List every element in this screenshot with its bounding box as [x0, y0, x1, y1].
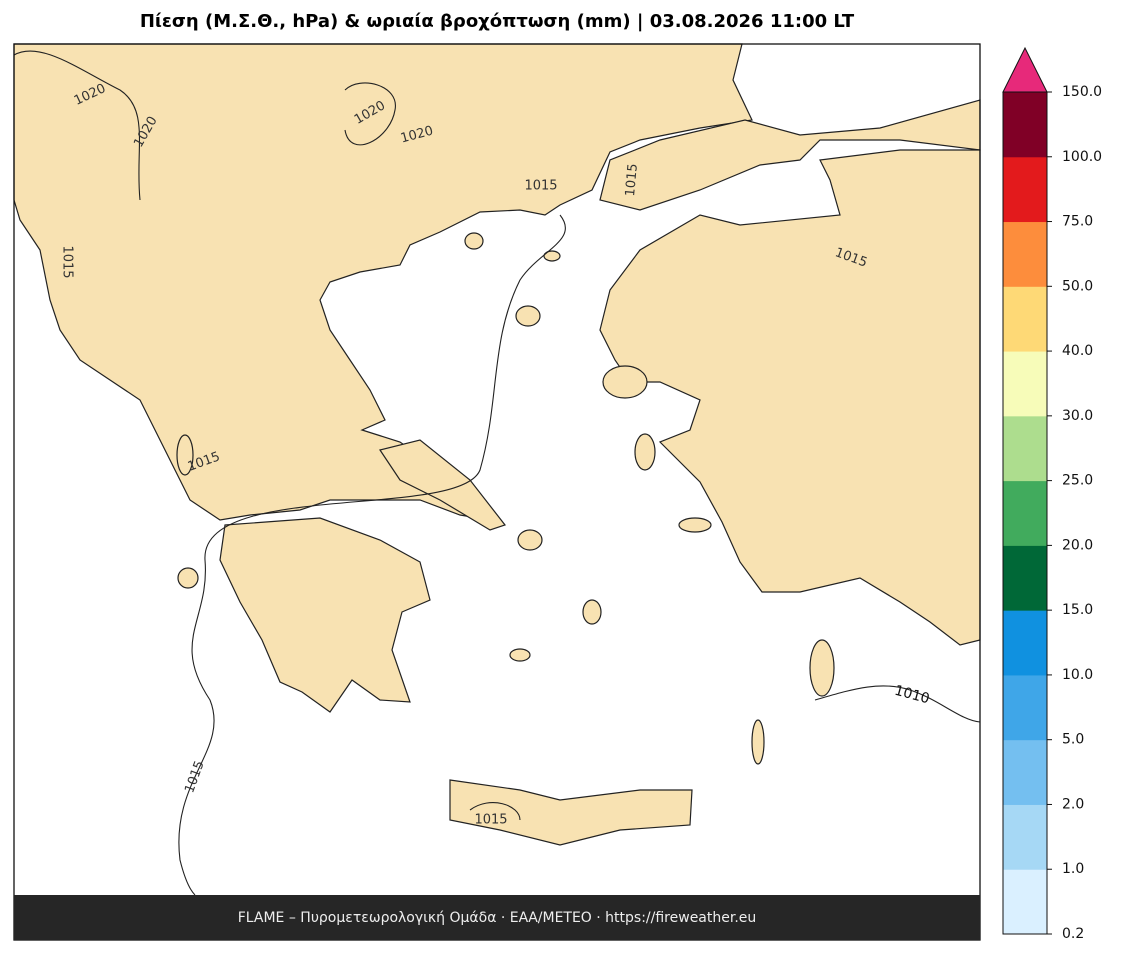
- colorbar-tick-label: 20.0: [1062, 537, 1093, 553]
- isobar-label: 1015: [623, 163, 641, 197]
- isobar: [469, 802, 521, 821]
- colorbar-tick-label: 10.0: [1062, 667, 1093, 683]
- island: [751, 719, 765, 765]
- colorbar-tick-label: 15.0: [1062, 602, 1093, 618]
- anatolia: [599, 149, 981, 646]
- isobar: [13, 50, 141, 201]
- isobar-label: 1015: [474, 813, 507, 828]
- colorbar-tick-label: 100.0: [1062, 149, 1102, 165]
- map: FLAME – Πυρομετεωρολογική Ομάδα · ΕΑΑ/ΜΕ…: [13, 43, 981, 941]
- island: [176, 434, 194, 476]
- colorbar-segment: [1003, 221, 1047, 287]
- island: [515, 305, 541, 327]
- isobar-label: 1015: [60, 245, 75, 278]
- colorbar-segment: [1003, 869, 1047, 935]
- colorbar-tick-label: 150.0: [1062, 84, 1102, 100]
- island: [177, 567, 199, 589]
- island: [464, 232, 484, 250]
- colorbar-tick-label: 2.0: [1062, 796, 1084, 812]
- footer: FLAME – Πυρομετεωρολογική Ομάδα · ΕΑΑ/ΜΕ…: [238, 910, 757, 926]
- colorbar-frame: [1002, 91, 1048, 935]
- colorbar-segment: [1003, 286, 1047, 352]
- colorbar-tick-label: 30.0: [1062, 408, 1093, 424]
- isobar: [178, 214, 566, 896]
- island: [582, 599, 602, 625]
- footer-band: [14, 895, 980, 940]
- isobar: [344, 82, 396, 146]
- colorbar-tick-label: 1.0: [1062, 861, 1084, 877]
- thrace: [599, 99, 981, 211]
- title: Πίεση (Μ.Σ.Θ., hPa) & ωριαία βροχόπτωση …: [140, 11, 855, 32]
- colorbar-segment: [1003, 674, 1047, 741]
- colorbar-tick-label: 40.0: [1062, 343, 1093, 359]
- island: [602, 365, 648, 399]
- colorbar-segment: [1003, 415, 1047, 482]
- island: [509, 648, 531, 662]
- isobar-label: 1015: [524, 179, 557, 194]
- colorbar-segment: [1003, 545, 1047, 611]
- colorbar-tick-label: 5.0: [1062, 732, 1084, 748]
- colorbar-tick-label: 50.0: [1062, 278, 1093, 294]
- island: [678, 517, 712, 533]
- colorbar-segment: [1003, 610, 1047, 676]
- island: [634, 433, 656, 471]
- colorbar-segment: [1003, 92, 1047, 158]
- island: [517, 529, 543, 551]
- euboea: [379, 439, 506, 531]
- colorbar-extend: [1002, 46, 1048, 93]
- colorbar-tick-label: 75.0: [1062, 214, 1093, 230]
- colorbar-tick-label: 25.0: [1062, 473, 1093, 489]
- isobar: [814, 685, 981, 723]
- colorbar-segment: [1003, 480, 1047, 546]
- colorbar-segment: [1003, 739, 1047, 805]
- island: [543, 250, 561, 262]
- crete: [449, 779, 693, 846]
- island: [809, 639, 835, 697]
- peloponnese: [219, 517, 431, 713]
- colorbar-segment: [1003, 804, 1047, 870]
- colorbar-segment: [1003, 156, 1047, 223]
- colorbar-tick-label: 0.2: [1062, 926, 1084, 942]
- colorbar: 0.2 1.0 2.0 5.0 10.0 15.0 20.0 25.0 30.0 40.0 50.0…: [1002, 46, 1102, 942]
- colorbar-segment: [1003, 351, 1047, 417]
- balkan-mainland: [13, 43, 753, 523]
